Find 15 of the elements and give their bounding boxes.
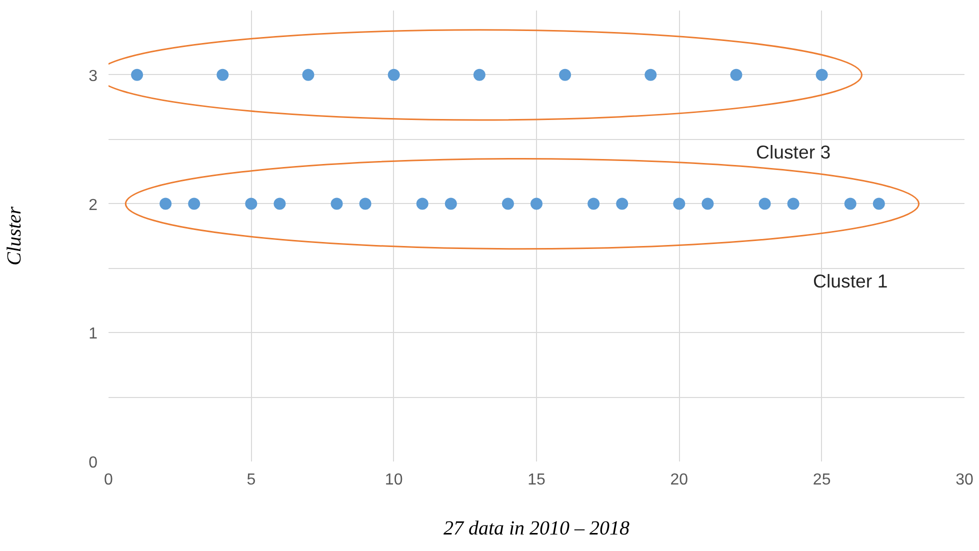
x-tick-label: 25 [812, 472, 831, 488]
annotation: Cluster 3 [756, 142, 831, 163]
y-axis-title: Cluster [4, 206, 26, 266]
y-tick-label: 3 [88, 68, 98, 85]
y-tick-label: 1 [88, 326, 98, 343]
y-tick-label: 0 [88, 454, 98, 472]
y-tick-label: 2 [88, 196, 98, 214]
x-tick-label: 10 [384, 472, 403, 488]
x-tick-label: 15 [528, 472, 546, 488]
x-tick-label: 20 [670, 472, 688, 488]
x-tick-label: 30 [956, 472, 974, 488]
x-tick-label: 0 [104, 472, 114, 488]
x-axis-title: 27 data in 2010 – 2018 [443, 518, 630, 540]
x-tick-label: 5 [246, 472, 256, 488]
annotation: Cluster 1 [813, 270, 888, 292]
